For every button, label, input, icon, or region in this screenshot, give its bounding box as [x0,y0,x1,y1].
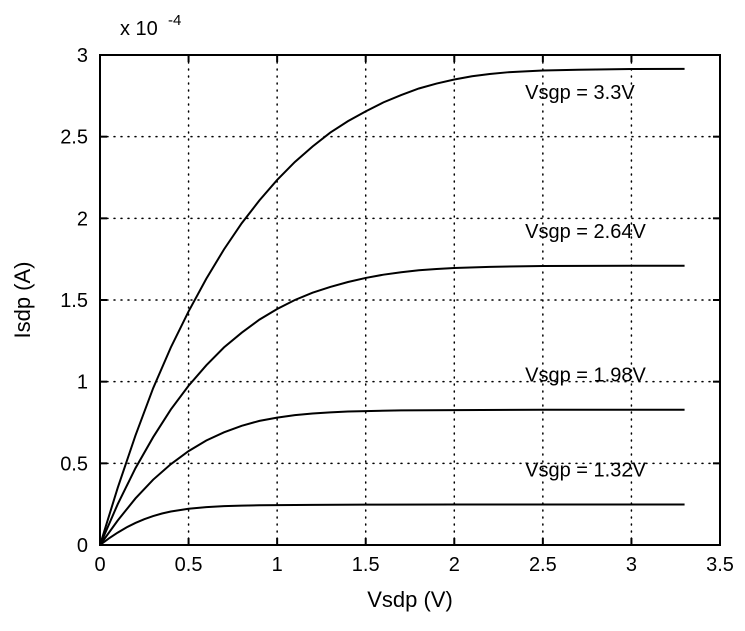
xtick-label: 1 [272,554,283,576]
xtick-label: 1.5 [352,554,380,576]
series-label: Vsgp = 1.32V [525,459,646,481]
y-exponent: x 10 [120,18,158,40]
ytick-label: 2 [77,208,88,230]
xtick-label: 2.5 [529,554,557,576]
ytick-label: 0 [77,535,88,557]
y-axis-label: Isdp (A) [10,261,35,338]
xtick-label: 0 [94,554,105,576]
xtick-label: 0.5 [175,554,203,576]
x-axis-label: Vsdp (V) [367,587,453,612]
series-label: Vsgp = 2.64V [525,221,646,243]
ytick-label: 1 [77,372,88,394]
ytick-label: 3 [77,45,88,67]
series-label: Vsgp = 3.3V [525,82,635,104]
xtick-label: 3.5 [706,554,734,576]
ytick-label: 1.5 [60,290,88,312]
ytick-label: 0.5 [60,453,88,475]
series-label: Vsgp = 1.98V [525,365,646,387]
xtick-label: 2 [449,554,460,576]
xtick-label: 3 [626,554,637,576]
isdp-vsdp-chart: 0 0.5 1 1.5 2 2.5 3 3.5 0 0.5 1 1.5 2 2.5 3 x 10 -4 Vsdp … [0,0,745,631]
y-exponent-sup: -4 [168,12,181,29]
ytick-label: 2.5 [60,127,88,149]
